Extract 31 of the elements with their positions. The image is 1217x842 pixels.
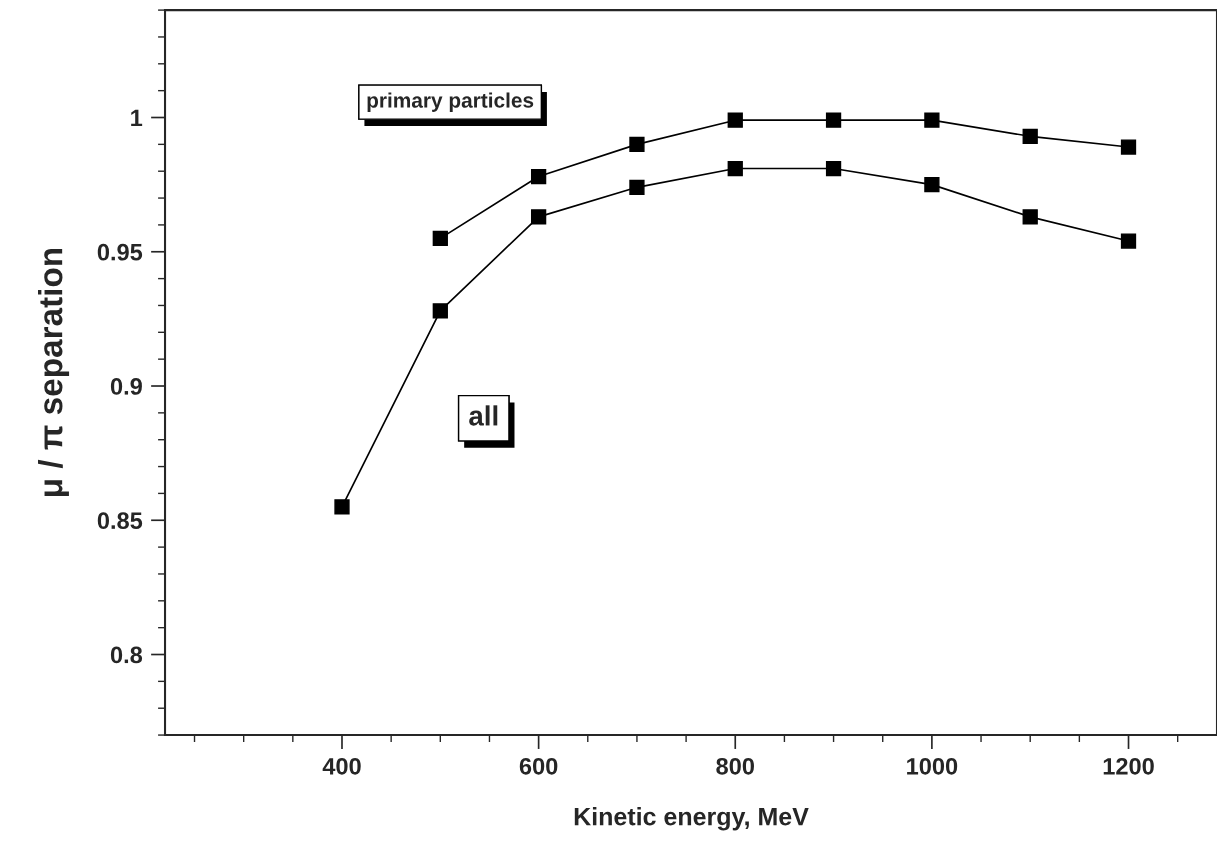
y-tick-label: 0.8 bbox=[110, 646, 143, 664]
point bbox=[530, 209, 547, 225]
point bbox=[629, 136, 645, 152]
point bbox=[825, 160, 842, 177]
x-tick-label: 400 bbox=[322, 757, 361, 775]
y-axis-title: μ / π separation bbox=[38, 248, 70, 496]
x-tick-label: 800 bbox=[716, 757, 754, 775]
point bbox=[334, 499, 350, 515]
point bbox=[924, 112, 940, 128]
text: primary particles bbox=[367, 92, 534, 112]
point bbox=[825, 112, 842, 128]
point bbox=[1022, 128, 1038, 144]
point bbox=[432, 230, 448, 246]
point bbox=[1120, 139, 1137, 155]
x-tick-label: 1200 bbox=[1103, 757, 1154, 775]
x-tick-label: 600 bbox=[519, 757, 558, 775]
y-tick-label: 0.95 bbox=[97, 243, 143, 261]
point bbox=[1022, 209, 1038, 225]
y-tick-label: 0.9 bbox=[110, 378, 142, 395]
point bbox=[1120, 233, 1137, 249]
point bbox=[924, 176, 940, 193]
point bbox=[727, 160, 743, 177]
point bbox=[727, 112, 743, 128]
point bbox=[629, 179, 645, 195]
text: all bbox=[469, 405, 498, 426]
x-axis-title: Kinetic energy, MeV bbox=[574, 807, 809, 831]
y-tick-label: 0.85 bbox=[97, 512, 143, 530]
point bbox=[530, 168, 547, 185]
y-tick-label: 1 bbox=[131, 109, 143, 127]
point bbox=[432, 303, 448, 319]
x-tick-label: 1000 bbox=[907, 757, 958, 775]
